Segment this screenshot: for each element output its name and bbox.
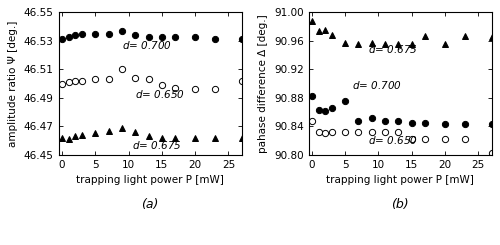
Y-axis label: amplitude ratio Ψ [deg.]: amplitude ratio Ψ [deg.]: [8, 20, 18, 147]
Text: $d$= 0.675: $d$= 0.675: [368, 43, 418, 55]
Text: $d$= 0.650: $d$= 0.650: [135, 88, 185, 100]
Text: $d$= 0.675: $d$= 0.675: [132, 139, 182, 151]
Text: (b): (b): [392, 197, 409, 210]
Text: $d$= 0.700: $d$= 0.700: [352, 79, 402, 91]
X-axis label: trapping light power P [mW]: trapping light power P [mW]: [76, 175, 224, 185]
Y-axis label: pahase difference Δ [deg.]: pahase difference Δ [deg.]: [258, 14, 268, 153]
Text: $d$= 0.700: $d$= 0.700: [122, 39, 172, 51]
Text: $d$= 0.650: $d$= 0.650: [368, 134, 418, 146]
X-axis label: trapping light power P [mW]: trapping light power P [mW]: [326, 175, 474, 185]
Text: (a): (a): [142, 197, 159, 210]
